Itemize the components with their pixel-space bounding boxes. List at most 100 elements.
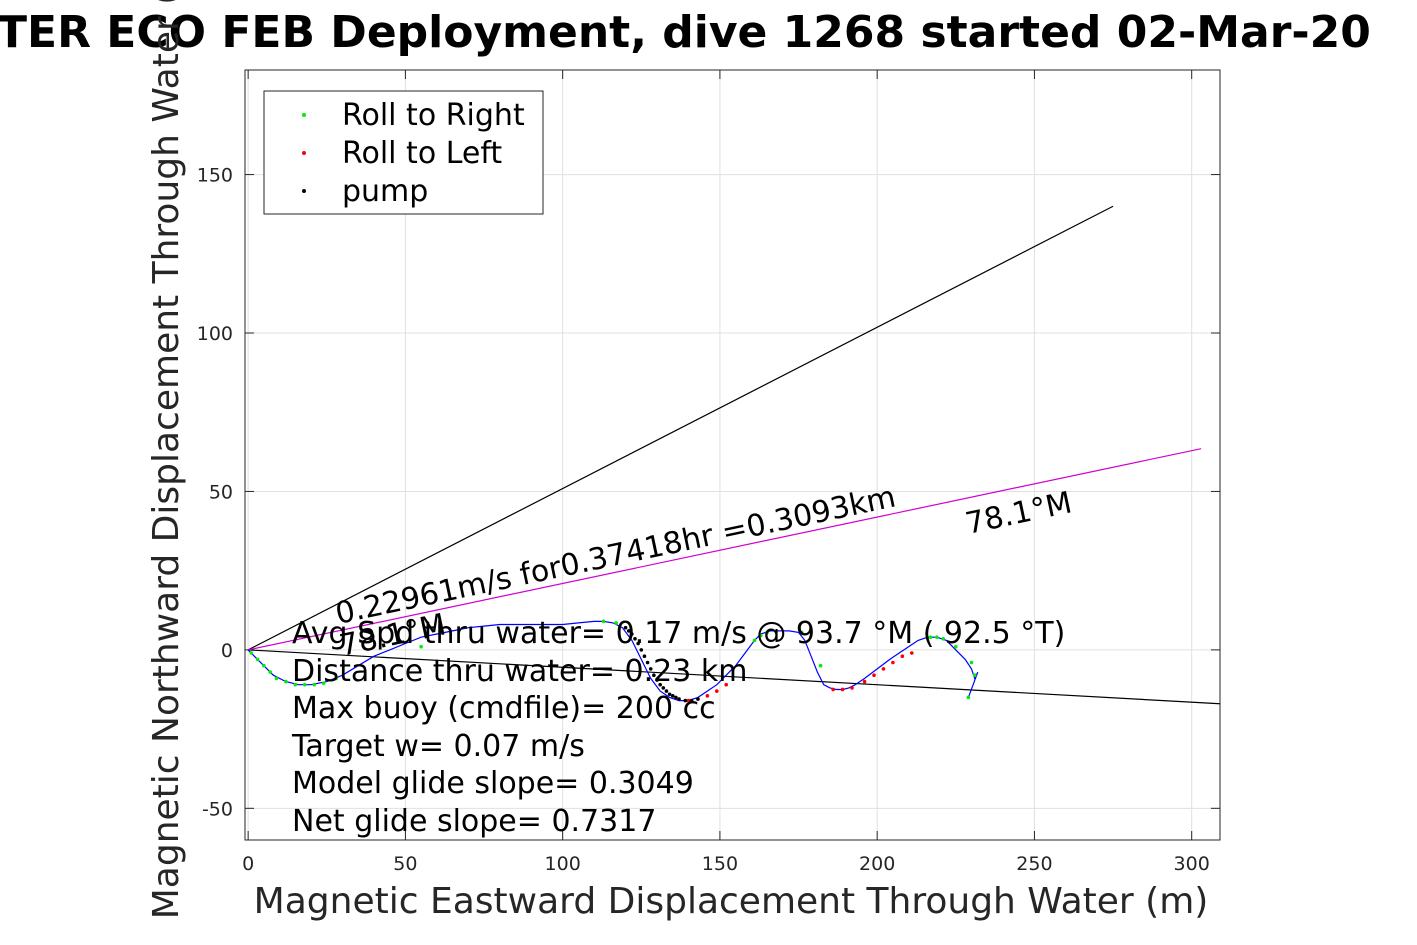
x-tick-label: 300 xyxy=(1174,853,1210,875)
roll-to-right-point xyxy=(249,651,254,655)
roll-to-right-point xyxy=(935,635,939,640)
roll-to-left-point xyxy=(705,694,710,698)
pump-point xyxy=(645,660,650,665)
pump-point xyxy=(655,678,659,682)
pump-point xyxy=(683,698,688,703)
chart-title: TER ECO FEB Deployment, dive 1268 starte… xyxy=(0,7,1371,58)
reference-lines-layer xyxy=(247,205,1221,705)
tick-layer: 0 50 100 150 200 250 300 -50 0 50 100 150 xyxy=(197,70,1220,875)
roll-to-right-point xyxy=(799,630,804,635)
pump-point xyxy=(670,694,675,698)
legend-label-pump: pump xyxy=(342,174,428,209)
pump-point xyxy=(639,648,644,652)
roll-to-left-point xyxy=(714,689,719,693)
black-line-lower xyxy=(248,649,1221,705)
roll-to-left-point xyxy=(909,651,914,655)
pump-point xyxy=(630,632,634,636)
roll-to-left-point xyxy=(850,686,854,690)
roll-to-right-point xyxy=(614,621,618,625)
legend-box xyxy=(263,90,544,215)
roll-to-right-point xyxy=(818,663,823,668)
stats-line: Target w= 0.07 m/s xyxy=(291,729,585,764)
roll-to-right-point xyxy=(419,644,423,649)
roll-to-right-point xyxy=(302,682,307,687)
roll-to-left-point xyxy=(831,687,835,692)
pump-point xyxy=(696,697,700,701)
speed-annotation: 0.22961m/s for0.37418hr =0.3093km xyxy=(332,480,898,632)
legend-label-roll-right: Roll to Right xyxy=(342,98,525,133)
roll-to-left-point xyxy=(840,687,845,692)
stats-line: Model glide slope= 0.3049 xyxy=(292,766,694,801)
stats-line: Net glide slope= 0.7317 xyxy=(292,804,656,839)
roll-to-right-point xyxy=(954,644,958,649)
roll-to-left-point xyxy=(862,679,867,684)
x-axis-label: Magnetic Eastward Displacement Through W… xyxy=(254,881,1209,922)
legend: Roll to Right Roll to Left pump xyxy=(263,90,544,215)
x-tick-label: 50 xyxy=(393,853,417,875)
roll-to-left-point xyxy=(891,660,895,665)
pump-point xyxy=(636,641,640,646)
roll-to-left-point xyxy=(724,682,729,687)
pump-point xyxy=(652,673,656,678)
roll-to-right-point xyxy=(284,679,288,684)
plot-area-frame xyxy=(244,69,1221,841)
legend-marker-roll-right xyxy=(302,113,306,117)
legend-marker-roll-left xyxy=(302,151,306,155)
y-tick-label: 0 xyxy=(221,640,233,662)
roll-to-right-point xyxy=(321,681,326,685)
track-layer xyxy=(247,620,979,702)
pump-point xyxy=(658,682,662,687)
x-tick-label: 100 xyxy=(545,853,581,875)
stats-block: Avg Spd thru water= 0.17 m/s @ 93.7 °M (… xyxy=(291,616,1065,839)
heading-annotation-far: 78.1°M xyxy=(962,485,1075,541)
pump-point xyxy=(677,697,681,701)
pump-point xyxy=(674,695,678,700)
glider-track-line xyxy=(247,620,979,702)
pump-point xyxy=(633,636,637,641)
y-axis-label: Magnetic Northward Displacement Through … xyxy=(146,0,187,919)
y-tick-label: 150 xyxy=(197,165,233,187)
black-line-upper xyxy=(247,205,1114,651)
roll-to-right-point xyxy=(334,676,339,681)
stats-line: Distance thru water= 0.23 km xyxy=(292,654,747,689)
points-layer xyxy=(249,619,977,703)
roll-to-right-point xyxy=(312,682,316,687)
roll-to-right-point xyxy=(928,635,933,640)
y-tick-label: 50 xyxy=(209,481,233,503)
roll-to-right-point xyxy=(759,633,763,638)
magenta-line xyxy=(248,448,1202,651)
roll-to-right-point xyxy=(972,673,977,678)
pump-point xyxy=(648,667,653,671)
roll-to-left-point xyxy=(686,698,691,703)
roll-to-right-point xyxy=(274,676,279,681)
pump-point xyxy=(689,698,694,703)
x-tick-label: 200 xyxy=(859,853,895,875)
roll-to-right-point xyxy=(941,636,946,641)
x-tick-label: 250 xyxy=(1016,853,1052,875)
legend-marker-pump xyxy=(302,189,306,193)
pump-point xyxy=(642,654,647,659)
stats-line: Avg Spd thru water= 0.17 m/s @ 93.7 °M (… xyxy=(292,616,1065,651)
roll-to-right-point xyxy=(293,682,298,687)
roll-to-right-point xyxy=(262,663,266,668)
pump-point xyxy=(623,625,628,630)
y-tick-label: -50 xyxy=(202,798,233,820)
roll-to-right-point xyxy=(765,630,769,635)
roll-to-right-point xyxy=(268,670,272,674)
roll-to-right-point xyxy=(966,695,971,700)
pump-point xyxy=(664,689,669,693)
roll-to-right-point xyxy=(969,660,974,665)
legend-label-roll-left: Roll to Left xyxy=(342,136,502,171)
pump-point xyxy=(626,629,631,633)
pump-point xyxy=(661,686,666,690)
roll-to-right-point xyxy=(255,657,260,662)
y-tick-label: 100 xyxy=(197,323,233,345)
x-tick-label: 150 xyxy=(702,853,738,875)
roll-to-left-point xyxy=(881,667,886,671)
x-tick-label: 0 xyxy=(242,853,254,875)
roll-to-right-point xyxy=(601,619,606,624)
roll-to-left-point xyxy=(872,673,876,678)
pump-point xyxy=(667,692,672,697)
stats-line: Max buoy (cmdfile)= 200 cc xyxy=(292,691,716,726)
